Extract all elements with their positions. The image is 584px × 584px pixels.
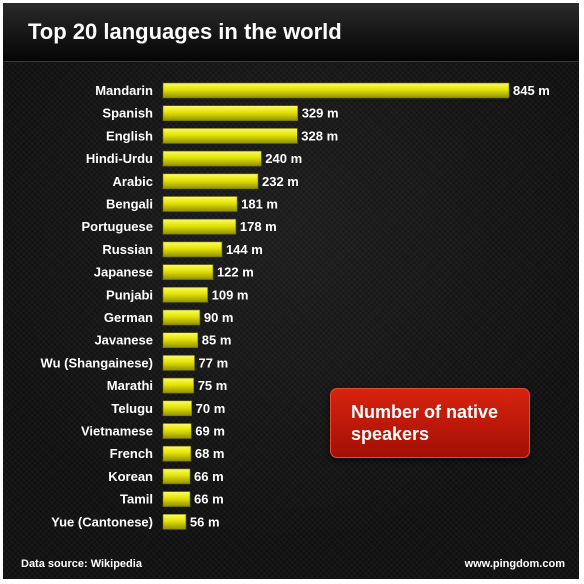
value-label: 75 m	[198, 378, 228, 393]
category-label: Hindi-Urdu	[86, 151, 153, 166]
value-label: 68 m	[195, 446, 225, 461]
bar	[162, 400, 192, 417]
value-label: 329 m	[302, 106, 339, 121]
data-source-label: Data source: Wikipedia	[21, 558, 142, 570]
chart-title: Top 20 languages in the world	[28, 19, 342, 44]
value-label: 845 m	[513, 83, 550, 98]
bar	[162, 513, 187, 530]
value-label: 109 m	[212, 287, 249, 302]
category-label: Marathi	[107, 378, 153, 393]
bar	[162, 196, 238, 212]
bar	[162, 286, 208, 303]
category-label: Telugu	[111, 401, 153, 416]
bar	[162, 377, 195, 394]
bar	[162, 445, 192, 462]
category-label: Korean	[108, 469, 153, 484]
category-label: Japanese	[94, 265, 153, 280]
bars-group: Mandarin 845 m Spanish 329 m English 328 m Hin…	[41, 82, 550, 530]
category-label: Arabic	[113, 174, 153, 189]
value-label: 56 m	[190, 514, 220, 529]
bar	[162, 105, 299, 121]
value-label: 240 m	[265, 151, 302, 166]
bar	[162, 218, 237, 235]
value-label: 66 m	[194, 492, 224, 507]
category-label: Tamil	[120, 492, 153, 507]
category-label: Spanish	[102, 106, 153, 121]
value-label: 232 m	[262, 174, 299, 189]
bar	[162, 468, 191, 485]
native-speakers-callout: Number of native speakers	[330, 388, 530, 458]
category-label: English	[106, 128, 153, 143]
category-label: Mandarin	[95, 83, 153, 98]
value-label: 69 m	[195, 424, 225, 439]
category-label: Vietnamese	[81, 424, 153, 439]
bar-chart: Mandarin 845 m Spanish 329 m English 328 m Hin…	[41, 82, 550, 530]
category-label: Javanese	[94, 333, 153, 348]
chart-frame: Top 20 languages in the world Mandarin 84…	[3, 3, 579, 579]
bar	[162, 241, 223, 258]
category-label: Portuguese	[81, 219, 153, 234]
value-label: 122 m	[217, 265, 254, 280]
value-label: 66 m	[194, 469, 224, 484]
bar	[162, 355, 195, 371]
category-label: Bengali	[106, 197, 153, 212]
bar	[162, 491, 191, 507]
value-label: 328 m	[301, 128, 338, 143]
value-label: 85 m	[202, 333, 232, 348]
category-label: Wu (Shangainese)	[41, 355, 153, 370]
site-url-label: www.pingdom.com	[464, 558, 565, 570]
bar	[162, 150, 262, 167]
value-label: 70 m	[196, 401, 226, 416]
category-label: German	[104, 310, 153, 325]
category-label: Punjabi	[106, 287, 153, 302]
value-label: 144 m	[226, 242, 263, 257]
bar	[162, 128, 298, 144]
value-label: 90 m	[204, 310, 234, 325]
value-label: 181 m	[241, 197, 278, 212]
category-label: Russian	[102, 242, 153, 257]
bar	[162, 332, 199, 349]
bar	[162, 264, 214, 280]
bar	[162, 309, 201, 326]
value-label: 77 m	[199, 355, 229, 370]
bar	[162, 82, 510, 99]
title-bar: Top 20 languages in the world	[3, 3, 579, 62]
category-label: Yue (Cantonese)	[51, 514, 153, 529]
bar	[162, 423, 192, 439]
category-label: French	[110, 446, 153, 461]
bar	[162, 173, 259, 190]
value-label: 178 m	[240, 219, 277, 234]
callout-text: Number of native speakers	[351, 402, 499, 444]
